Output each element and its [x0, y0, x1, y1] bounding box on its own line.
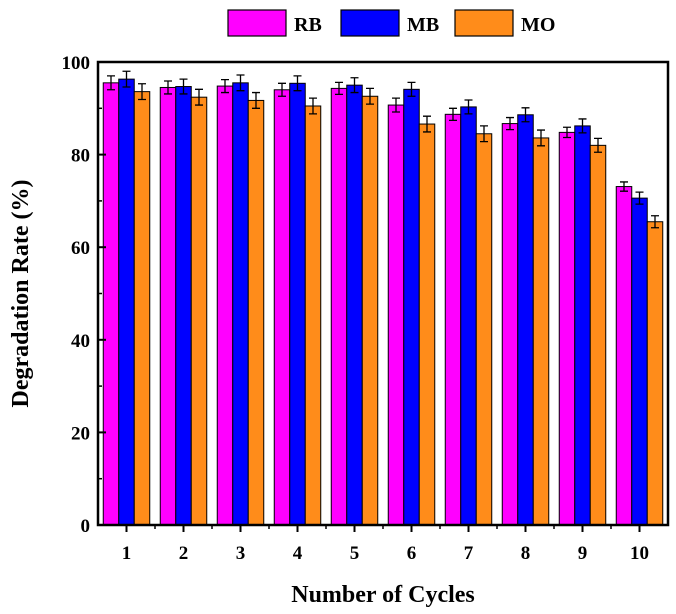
error-bars — [107, 70, 659, 229]
error-bar-mo — [252, 91, 260, 109]
x-tick-label: 3 — [236, 543, 246, 564]
bar-rb — [159, 86, 177, 526]
bar-rb — [102, 82, 120, 526]
bar-rb — [615, 186, 633, 526]
bar-mb — [517, 114, 534, 526]
bar-mo — [190, 96, 208, 526]
error-bar-mb — [179, 78, 188, 95]
x-tick-label: 1 — [122, 543, 132, 564]
error-bar-mb — [236, 74, 245, 92]
x-tick-label: 8 — [521, 543, 531, 564]
x-tick-label: 10 — [630, 543, 649, 564]
x-tick-label: 6 — [407, 543, 417, 564]
error-bar-rb — [449, 107, 457, 121]
bar-rb — [558, 131, 576, 526]
y-tick-label: 80 — [71, 146, 90, 167]
bar-mb — [118, 78, 135, 526]
error-bar-mb — [464, 99, 473, 115]
bar-mo — [646, 221, 664, 526]
error-bar-mo — [138, 83, 146, 101]
y-axis: 0 20 40 60 80 100 — [62, 53, 106, 537]
x-axis-title: Number of Cycles — [291, 582, 475, 608]
error-bar-mo — [594, 137, 602, 153]
bar-rb — [387, 104, 405, 526]
error-bar-mb — [293, 75, 302, 92]
bar-mb — [175, 86, 192, 526]
error-bar-mo — [537, 129, 545, 147]
y-tick-label: 0 — [81, 516, 91, 537]
legend-swatch-mb — [340, 9, 400, 37]
bar-mb — [631, 197, 648, 526]
bar-mo — [304, 105, 322, 526]
error-bar-rb — [506, 116, 514, 131]
legend-swatch-mo — [454, 9, 514, 37]
bar-rb — [444, 113, 462, 526]
bar-rb — [330, 87, 348, 526]
bar-rb — [216, 85, 234, 526]
error-bar-mo — [651, 215, 659, 229]
x-tick-label: 7 — [464, 543, 474, 564]
bars — [102, 78, 664, 526]
x-tick-label: 5 — [350, 543, 360, 564]
error-bar-mo — [309, 97, 317, 115]
y-tick-label: 40 — [71, 331, 90, 352]
error-bar-mb — [578, 118, 587, 134]
bar-mb — [289, 82, 306, 526]
legend-swatch-rb — [227, 9, 287, 37]
bar-mo — [532, 137, 550, 526]
x-tick-label: 9 — [578, 543, 588, 564]
error-bar-rb — [392, 97, 400, 113]
bar-mo — [589, 144, 607, 526]
bar-mo — [247, 99, 265, 526]
bar-mb — [460, 106, 477, 526]
legend-label-mo: MO — [521, 14, 555, 36]
bar-mo — [418, 123, 436, 526]
error-bar-rb — [221, 78, 229, 94]
error-bar-mo — [366, 87, 374, 105]
error-bar-mo — [480, 125, 488, 143]
bar-mo — [361, 95, 379, 526]
y-tick-label: 100 — [62, 53, 91, 74]
legend-label-mb: MB — [407, 14, 439, 36]
bar-mb — [232, 82, 249, 526]
error-bar-mb — [407, 81, 416, 97]
bar-mb — [346, 84, 363, 526]
error-bar-rb — [335, 81, 343, 96]
y-tick-label: 60 — [71, 238, 90, 259]
error-bar-mb — [122, 70, 131, 88]
x-tick-label: 4 — [293, 543, 303, 564]
error-bar-rb — [107, 75, 115, 91]
error-bar-rb — [620, 181, 628, 192]
bar-mo — [475, 133, 493, 526]
bar-mo — [133, 91, 151, 526]
error-bar-mb — [635, 191, 644, 205]
y-tick-label: 20 — [71, 423, 90, 444]
error-bar-mb — [350, 77, 359, 94]
legend: RB MB MO — [227, 9, 555, 37]
error-bar-mo — [195, 88, 203, 106]
error-bar-rb — [164, 80, 172, 95]
bar-rb — [501, 123, 519, 526]
bar-rb — [273, 89, 291, 526]
error-bar-mo — [423, 115, 431, 133]
error-bar-rb — [563, 126, 571, 139]
y-axis-title: Degradation Rate (%) — [8, 180, 34, 408]
error-bar-rb — [278, 82, 286, 97]
legend-label-rb: RB — [294, 14, 322, 36]
bar-mb — [574, 125, 591, 526]
x-tick-label: 2 — [179, 543, 189, 564]
bar-mb — [403, 88, 420, 526]
x-axis: 1 2 3 4 5 6 7 8 9 10 — [122, 525, 649, 564]
error-bar-mb — [521, 107, 530, 123]
